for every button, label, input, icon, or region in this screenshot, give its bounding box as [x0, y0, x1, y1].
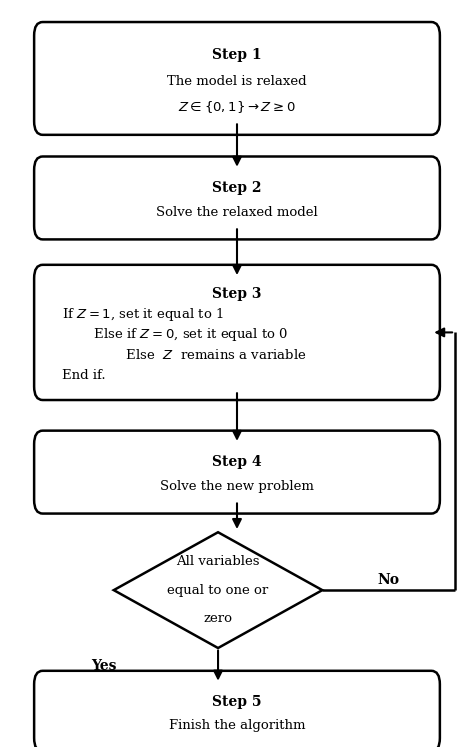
Polygon shape [114, 532, 322, 648]
Text: Step 5: Step 5 [212, 695, 262, 709]
Text: Finish the algorithm: Finish the algorithm [169, 719, 305, 731]
Text: Else  $Z$  remains a variable: Else $Z$ remains a variable [92, 348, 306, 362]
Text: The model is relaxed: The model is relaxed [167, 75, 307, 87]
Text: $Z \in \{0,1\} \rightarrow Z \geq 0$: $Z \in \{0,1\} \rightarrow Z \geq 0$ [178, 99, 296, 115]
Text: If $Z = 1$, set it equal to 1: If $Z = 1$, set it equal to 1 [62, 306, 223, 323]
FancyBboxPatch shape [34, 671, 440, 747]
Text: All variables: All variables [176, 555, 260, 568]
Text: No: No [378, 573, 400, 586]
FancyBboxPatch shape [34, 22, 440, 134]
Text: Solve the new problem: Solve the new problem [160, 480, 314, 493]
Text: Step 4: Step 4 [212, 456, 262, 469]
Text: Else if $Z = 0$, set it equal to 0: Else if $Z = 0$, set it equal to 0 [77, 326, 288, 343]
Text: Yes: Yes [91, 660, 117, 673]
FancyBboxPatch shape [34, 430, 440, 514]
Text: Step 3: Step 3 [212, 287, 262, 300]
FancyBboxPatch shape [34, 157, 440, 239]
Text: Solve the relaxed model: Solve the relaxed model [156, 206, 318, 219]
Text: equal to one or: equal to one or [167, 583, 269, 597]
FancyBboxPatch shape [34, 265, 440, 400]
Text: Step 2: Step 2 [212, 182, 262, 195]
Text: zero: zero [203, 612, 233, 625]
Text: Step 1: Step 1 [212, 48, 262, 62]
Text: End if.: End if. [62, 369, 105, 382]
